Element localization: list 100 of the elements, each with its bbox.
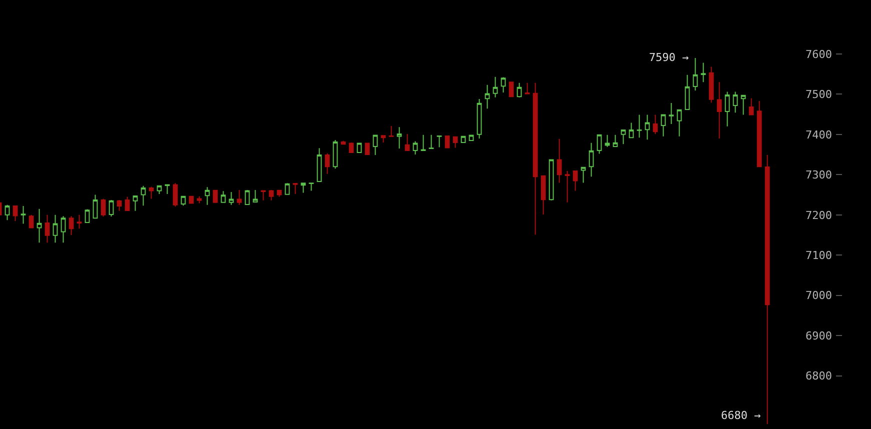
candlestick <box>692 57 698 92</box>
candlestick <box>620 129 626 145</box>
candlestick <box>748 98 754 116</box>
candlestick <box>4 204 10 221</box>
candlestick <box>508 82 514 98</box>
candlestick <box>460 136 466 143</box>
annotation: 7590 → <box>649 51 690 64</box>
candlestick <box>628 122 634 138</box>
candlestick <box>660 114 666 137</box>
candlestick <box>204 186 210 206</box>
candlestick <box>140 185 146 206</box>
candlestick <box>644 114 650 140</box>
candlestick <box>92 194 98 220</box>
candlestick <box>420 134 426 152</box>
candlestick <box>356 142 362 154</box>
candlestick <box>12 206 18 222</box>
candlestick <box>436 136 442 148</box>
candlestick <box>44 214 50 244</box>
candlestick <box>756 100 762 168</box>
y-tick-label: 7600 <box>806 48 832 61</box>
candlestick <box>492 76 498 98</box>
candlestick <box>524 82 530 94</box>
candlestick <box>116 200 122 212</box>
candlestick <box>52 214 58 244</box>
candlestick <box>332 140 338 170</box>
candlestick <box>372 134 378 156</box>
y-tick-label: 7400 <box>806 128 832 142</box>
candlestick <box>708 66 714 104</box>
candlestick <box>564 170 570 203</box>
candlestick <box>404 134 410 152</box>
candlestick <box>252 189 258 203</box>
candlestick <box>276 189 282 198</box>
candlestick <box>172 182 178 207</box>
candlestick <box>540 175 546 215</box>
candlestick <box>76 214 82 230</box>
candlestick <box>380 135 386 143</box>
y-tick-label: 7300 <box>806 168 832 182</box>
candlestick <box>164 184 170 194</box>
y-tick-label: 7100 <box>806 249 832 262</box>
candlestick <box>412 140 418 156</box>
candlestick <box>516 82 522 98</box>
y-tick-label: 7200 <box>806 208 832 222</box>
candlestick <box>148 186 154 200</box>
candlestick <box>764 154 770 425</box>
candlestick <box>652 114 658 135</box>
candlestick <box>668 102 674 124</box>
candlestick <box>676 109 682 137</box>
candlestick <box>212 190 218 203</box>
candlestick <box>500 76 506 94</box>
candlestick <box>732 91 738 114</box>
candlestick <box>596 134 602 154</box>
candlestick <box>180 196 186 206</box>
candlestick <box>740 94 746 116</box>
y-tick-label: 6900 <box>806 329 832 342</box>
candlestick <box>308 182 314 192</box>
candlestick <box>188 196 194 204</box>
candlestick <box>300 182 306 194</box>
candlestick <box>724 91 730 127</box>
candlestick <box>100 198 106 218</box>
candlestick <box>228 191 234 206</box>
candlestick <box>428 134 434 149</box>
candlestick <box>548 159 554 201</box>
y-tick-label: 7500 <box>806 88 832 102</box>
candlestick <box>452 136 458 148</box>
candlestick <box>388 125 394 138</box>
candlestick <box>604 134 610 148</box>
candlestick <box>36 208 42 244</box>
candlestick <box>292 182 298 194</box>
candlestick <box>132 195 138 212</box>
candlestick <box>444 136 450 148</box>
candlestick <box>324 152 330 174</box>
candlestick <box>268 189 274 201</box>
candlestick <box>60 216 66 244</box>
candlestick <box>556 138 562 184</box>
candlestick <box>124 196 130 211</box>
candlestick <box>612 134 618 147</box>
candlestick <box>476 98 482 139</box>
candlestick <box>532 82 538 236</box>
candlestick <box>364 142 370 156</box>
candlestick <box>636 114 642 138</box>
candlestick <box>20 206 26 224</box>
candlestick <box>588 142 594 178</box>
candlestick <box>340 140 346 145</box>
candlestick <box>580 166 586 184</box>
candlestick <box>484 84 490 110</box>
candlestick <box>260 190 266 201</box>
candlestick <box>108 200 114 218</box>
candlestick <box>700 62 706 83</box>
candlestick <box>236 189 242 206</box>
candlestick <box>684 74 690 110</box>
candlestick <box>468 134 474 141</box>
candlestick <box>716 82 722 139</box>
candlestick <box>316 148 322 182</box>
candlestick <box>572 170 578 192</box>
candlestick <box>68 216 74 236</box>
candlestick <box>348 142 354 154</box>
candlestick <box>196 196 202 204</box>
candlestick <box>28 214 34 228</box>
y-tick-label: 7000 <box>806 289 832 302</box>
candlestick <box>396 126 402 149</box>
